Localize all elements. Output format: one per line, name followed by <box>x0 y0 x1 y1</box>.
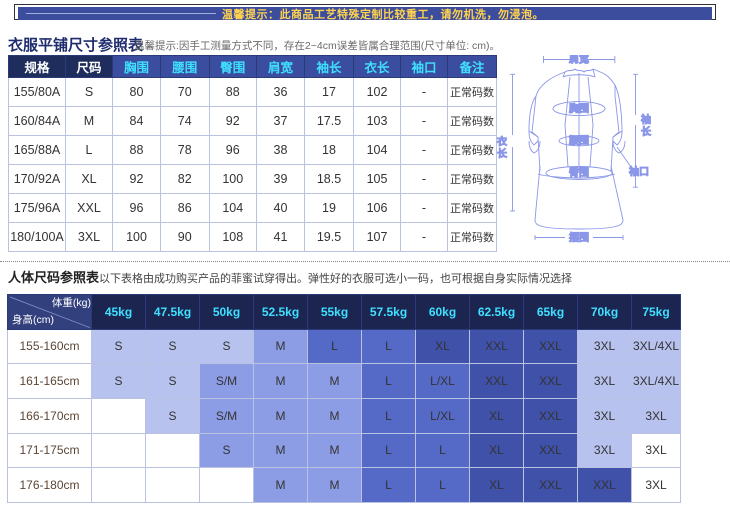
svg-text:腰围: 腰围 <box>568 135 589 147</box>
svg-text:衣: 衣 <box>497 135 507 148</box>
svg-text:长: 长 <box>641 125 652 138</box>
svg-text:肩宽: 肩宽 <box>569 55 589 66</box>
svg-text:袖口: 袖口 <box>628 165 649 178</box>
svg-text:长: 长 <box>497 147 508 160</box>
svg-text:袖: 袖 <box>640 113 651 126</box>
svg-text:臀围: 臀围 <box>569 167 589 179</box>
svg-text:摆围: 摆围 <box>569 231 589 244</box>
svg-text:胸围: 胸围 <box>569 102 589 115</box>
